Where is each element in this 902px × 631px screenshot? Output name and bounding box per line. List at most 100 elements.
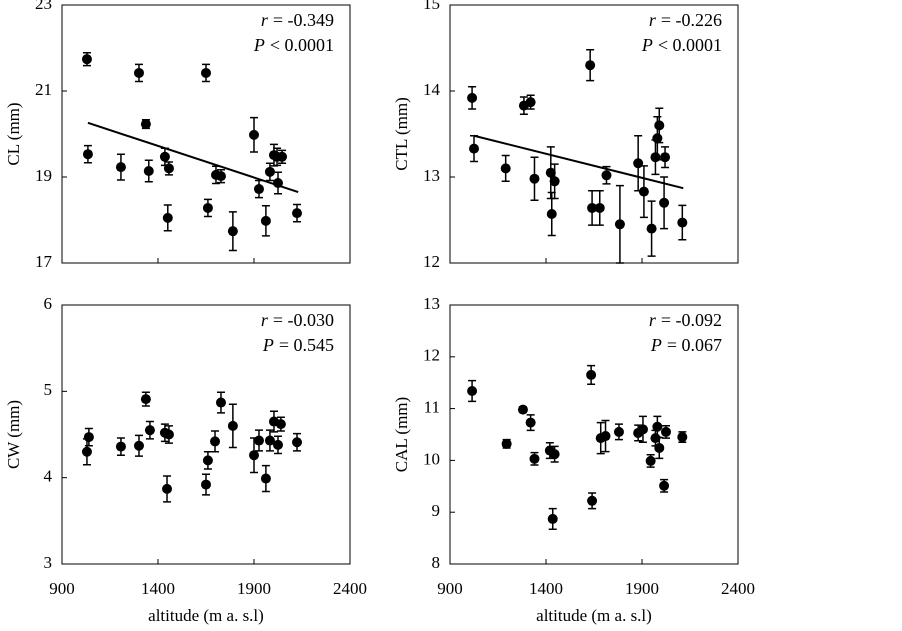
y-tick-label: 19 bbox=[35, 166, 52, 185]
data-point bbox=[215, 397, 226, 408]
stat-symbol: r bbox=[649, 10, 657, 30]
data-point bbox=[81, 446, 92, 457]
y-tick-label: 8 bbox=[432, 553, 441, 572]
data-point bbox=[529, 173, 540, 184]
data-point bbox=[162, 212, 173, 223]
data-point bbox=[215, 171, 226, 182]
data-point bbox=[253, 184, 264, 195]
data-point bbox=[273, 439, 283, 450]
y-tick-label: 11 bbox=[424, 398, 440, 417]
y-tick-label: 12 bbox=[423, 252, 440, 271]
data-point bbox=[249, 129, 259, 140]
plot-frame bbox=[449, 304, 739, 565]
trend-line bbox=[473, 134, 684, 190]
data-point bbox=[545, 167, 556, 178]
data-point bbox=[260, 215, 271, 226]
stat-annotation: P < 0.0001 bbox=[253, 35, 334, 55]
data-point bbox=[273, 178, 283, 189]
data-point bbox=[133, 67, 144, 78]
data-point bbox=[661, 426, 671, 437]
y-tick-label: 12 bbox=[423, 346, 440, 365]
data-point bbox=[467, 92, 478, 103]
y-axis-label: CTL (mm) bbox=[392, 97, 411, 171]
y-tick-label: 10 bbox=[423, 449, 440, 468]
data-point bbox=[264, 166, 275, 177]
plot-frame bbox=[449, 4, 739, 264]
data-point bbox=[549, 176, 560, 187]
data-point bbox=[140, 119, 151, 130]
data-point bbox=[467, 385, 478, 396]
data-point bbox=[115, 162, 126, 173]
data-point bbox=[260, 473, 271, 484]
x-axis-label: altitude (m a. s.l) bbox=[148, 606, 264, 625]
y-tick-label: 13 bbox=[423, 166, 440, 185]
y-tick-label: 15 bbox=[423, 0, 440, 13]
data-point bbox=[143, 165, 154, 176]
y-axis-label: CW (mm) bbox=[4, 400, 23, 469]
data-point bbox=[140, 394, 151, 405]
stat-annotation: P = 0.545 bbox=[262, 335, 334, 355]
y-axis-label: CAL (mm) bbox=[392, 397, 411, 472]
y-tick-label: 21 bbox=[35, 80, 52, 99]
stat-value: = -0.030 bbox=[273, 310, 334, 330]
x-tick-label: 1400 bbox=[529, 579, 563, 598]
stat-value: = 0.067 bbox=[667, 335, 722, 355]
data-point bbox=[201, 67, 211, 78]
data-point bbox=[613, 426, 624, 437]
y-tick-label: 14 bbox=[423, 80, 441, 99]
stat-symbol: P bbox=[641, 35, 653, 55]
data-point bbox=[115, 441, 126, 452]
data-point bbox=[650, 152, 661, 163]
data-point bbox=[638, 186, 649, 197]
data-point bbox=[163, 163, 174, 174]
y-tick-label: 6 bbox=[44, 294, 53, 313]
y-tick-label: 4 bbox=[44, 467, 53, 486]
data-point bbox=[660, 152, 671, 163]
x-tick-label: 1900 bbox=[237, 579, 271, 598]
x-tick-label: 1900 bbox=[625, 579, 659, 598]
data-point bbox=[159, 151, 170, 162]
data-point bbox=[253, 435, 264, 446]
data-point bbox=[587, 495, 598, 506]
data-point bbox=[202, 202, 213, 213]
data-point bbox=[525, 97, 536, 108]
stat-annotation: P = 0.067 bbox=[650, 335, 722, 355]
data-point bbox=[210, 436, 221, 447]
data-point bbox=[600, 431, 611, 442]
data-point bbox=[264, 435, 275, 446]
x-tick-label: 2400 bbox=[721, 579, 755, 598]
data-point bbox=[249, 450, 259, 461]
data-point bbox=[587, 202, 598, 213]
stat-symbol: P bbox=[262, 335, 274, 355]
data-point bbox=[633, 158, 644, 169]
stat-value: = -0.092 bbox=[661, 310, 722, 330]
stat-symbol: P bbox=[253, 35, 265, 55]
trend-line bbox=[87, 121, 299, 193]
data-point bbox=[82, 149, 93, 160]
stat-annotation: r = -0.030 bbox=[261, 310, 334, 330]
stat-annotation: P < 0.0001 bbox=[641, 35, 722, 55]
data-point bbox=[549, 449, 560, 460]
data-point bbox=[654, 120, 665, 131]
stat-symbol: r bbox=[261, 310, 269, 330]
data-point bbox=[133, 440, 144, 451]
data-point bbox=[547, 513, 558, 524]
data-point bbox=[202, 455, 213, 466]
plot-frame bbox=[61, 304, 351, 565]
data-point bbox=[586, 369, 597, 380]
data-point bbox=[645, 455, 656, 466]
data-point bbox=[646, 223, 657, 234]
data-point bbox=[292, 208, 303, 219]
data-point bbox=[637, 424, 648, 435]
y-tick-label: 13 bbox=[423, 294, 440, 313]
stat-symbol: P bbox=[650, 335, 662, 355]
data-point bbox=[529, 453, 540, 464]
y-axis-label: CL (mm) bbox=[4, 102, 23, 165]
data-point bbox=[654, 442, 665, 453]
data-point bbox=[227, 420, 238, 431]
stat-value: < 0.0001 bbox=[270, 35, 334, 55]
x-tick-label: 900 bbox=[437, 579, 463, 598]
stat-annotation: r = -0.226 bbox=[649, 10, 722, 30]
data-point bbox=[501, 438, 512, 449]
data-point bbox=[659, 197, 670, 208]
